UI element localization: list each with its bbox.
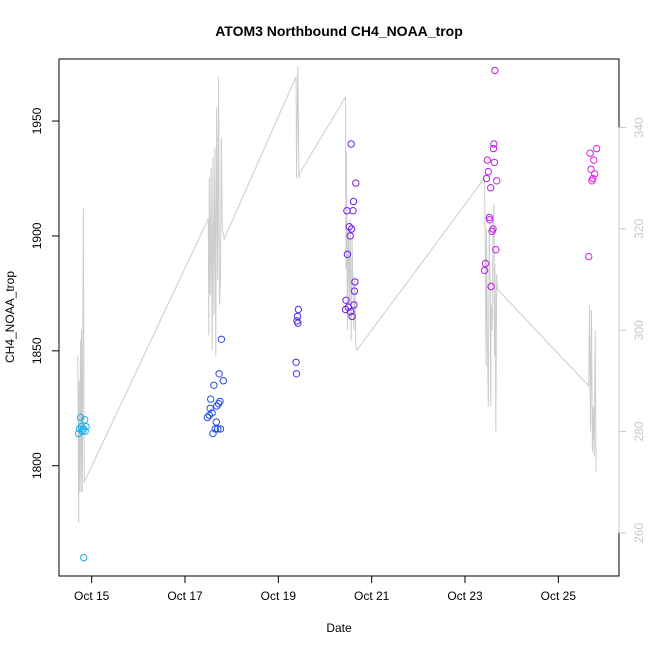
x-tick-label: Oct 17 — [167, 589, 203, 603]
data-point — [592, 144, 601, 153]
data-point — [489, 144, 498, 153]
data-point — [342, 296, 350, 304]
data-point — [347, 140, 355, 148]
data-point — [585, 252, 593, 261]
data-point — [484, 167, 492, 176]
data-point — [481, 259, 490, 268]
data-point — [483, 156, 492, 164]
data-point — [294, 305, 303, 314]
data-point — [348, 312, 356, 321]
data-point — [219, 377, 228, 385]
x-tick-label: Oct 23 — [447, 589, 483, 603]
data-point — [487, 184, 495, 192]
y-axis: 1800 1850 1900 1950 — [30, 107, 60, 479]
x-tick-label: Oct 19 — [261, 589, 297, 603]
data-point — [589, 174, 597, 183]
y2-axis: 260 280 300 320 340 — [618, 117, 646, 543]
data-point — [493, 177, 501, 185]
y2-tick-label: 300 — [632, 320, 646, 340]
data-point — [294, 319, 302, 327]
data-point — [490, 158, 499, 167]
data-point — [81, 416, 89, 424]
data-point — [486, 216, 494, 224]
y-axis-label: CH4_NOAA_trop — [3, 271, 17, 363]
data-point — [216, 397, 224, 406]
data-point — [345, 223, 353, 231]
y-tick-label: 1800 — [30, 452, 44, 479]
data-point — [208, 409, 216, 417]
x-axis: Oct 15 Oct 17 Oct 19 Oct 21 Oct 23 Oct 25 — [74, 575, 577, 603]
data-point — [217, 335, 226, 343]
data-point — [489, 225, 497, 233]
data-point — [347, 308, 355, 316]
altitude-trace — [77, 66, 597, 523]
y-tick-label: 1950 — [30, 107, 44, 134]
x-tick-label: Oct 15 — [74, 589, 110, 603]
chart-title: ATOM3 Northbound CH4_NOAA_trop — [215, 23, 463, 39]
data-point — [587, 165, 595, 174]
data-point — [211, 425, 220, 433]
data-point — [350, 301, 358, 309]
altitude-trace-line — [77, 66, 597, 523]
data-point — [591, 170, 599, 178]
data-point — [215, 370, 223, 378]
data-point — [216, 425, 225, 433]
x-tick-label: Oct 25 — [541, 589, 577, 603]
y2-tick-label: 340 — [632, 117, 646, 137]
data-point — [482, 174, 491, 183]
y2-tick-label: 320 — [632, 218, 646, 238]
ch4-points — [74, 66, 601, 562]
data-point — [350, 287, 359, 295]
y2-tick-label: 280 — [632, 421, 646, 441]
data-point — [293, 312, 302, 321]
data-point — [206, 404, 214, 412]
data-point — [352, 179, 360, 187]
y-tick-label: 1850 — [30, 337, 44, 364]
data-point — [349, 207, 357, 215]
data-point — [347, 225, 356, 233]
plot-frame — [58, 58, 620, 577]
data-point — [81, 427, 89, 435]
data-point — [346, 232, 354, 240]
data-point — [207, 395, 215, 403]
data-point — [80, 553, 88, 562]
x-axis-label: Date — [326, 621, 352, 635]
data-point — [487, 282, 495, 291]
data-point — [590, 156, 598, 164]
data-point — [74, 429, 83, 438]
data-point — [349, 197, 358, 206]
data-point — [586, 149, 594, 157]
data-point — [76, 413, 85, 422]
data-point — [203, 413, 212, 422]
data-point — [292, 358, 300, 366]
data-point — [292, 370, 301, 378]
data-point — [492, 246, 500, 254]
data-point — [214, 425, 222, 433]
x-tick-label: Oct 21 — [354, 589, 390, 603]
y-tick-label: 1900 — [30, 222, 44, 249]
data-point — [210, 381, 218, 389]
data-point — [209, 429, 217, 438]
data-point — [212, 418, 221, 426]
data-point — [491, 66, 499, 75]
data-point — [77, 422, 86, 431]
data-point — [351, 278, 359, 286]
data-point — [82, 422, 90, 431]
data-point — [480, 266, 489, 275]
data-point — [490, 140, 498, 148]
data-point — [343, 250, 352, 259]
y2-tick-label: 260 — [632, 523, 646, 543]
